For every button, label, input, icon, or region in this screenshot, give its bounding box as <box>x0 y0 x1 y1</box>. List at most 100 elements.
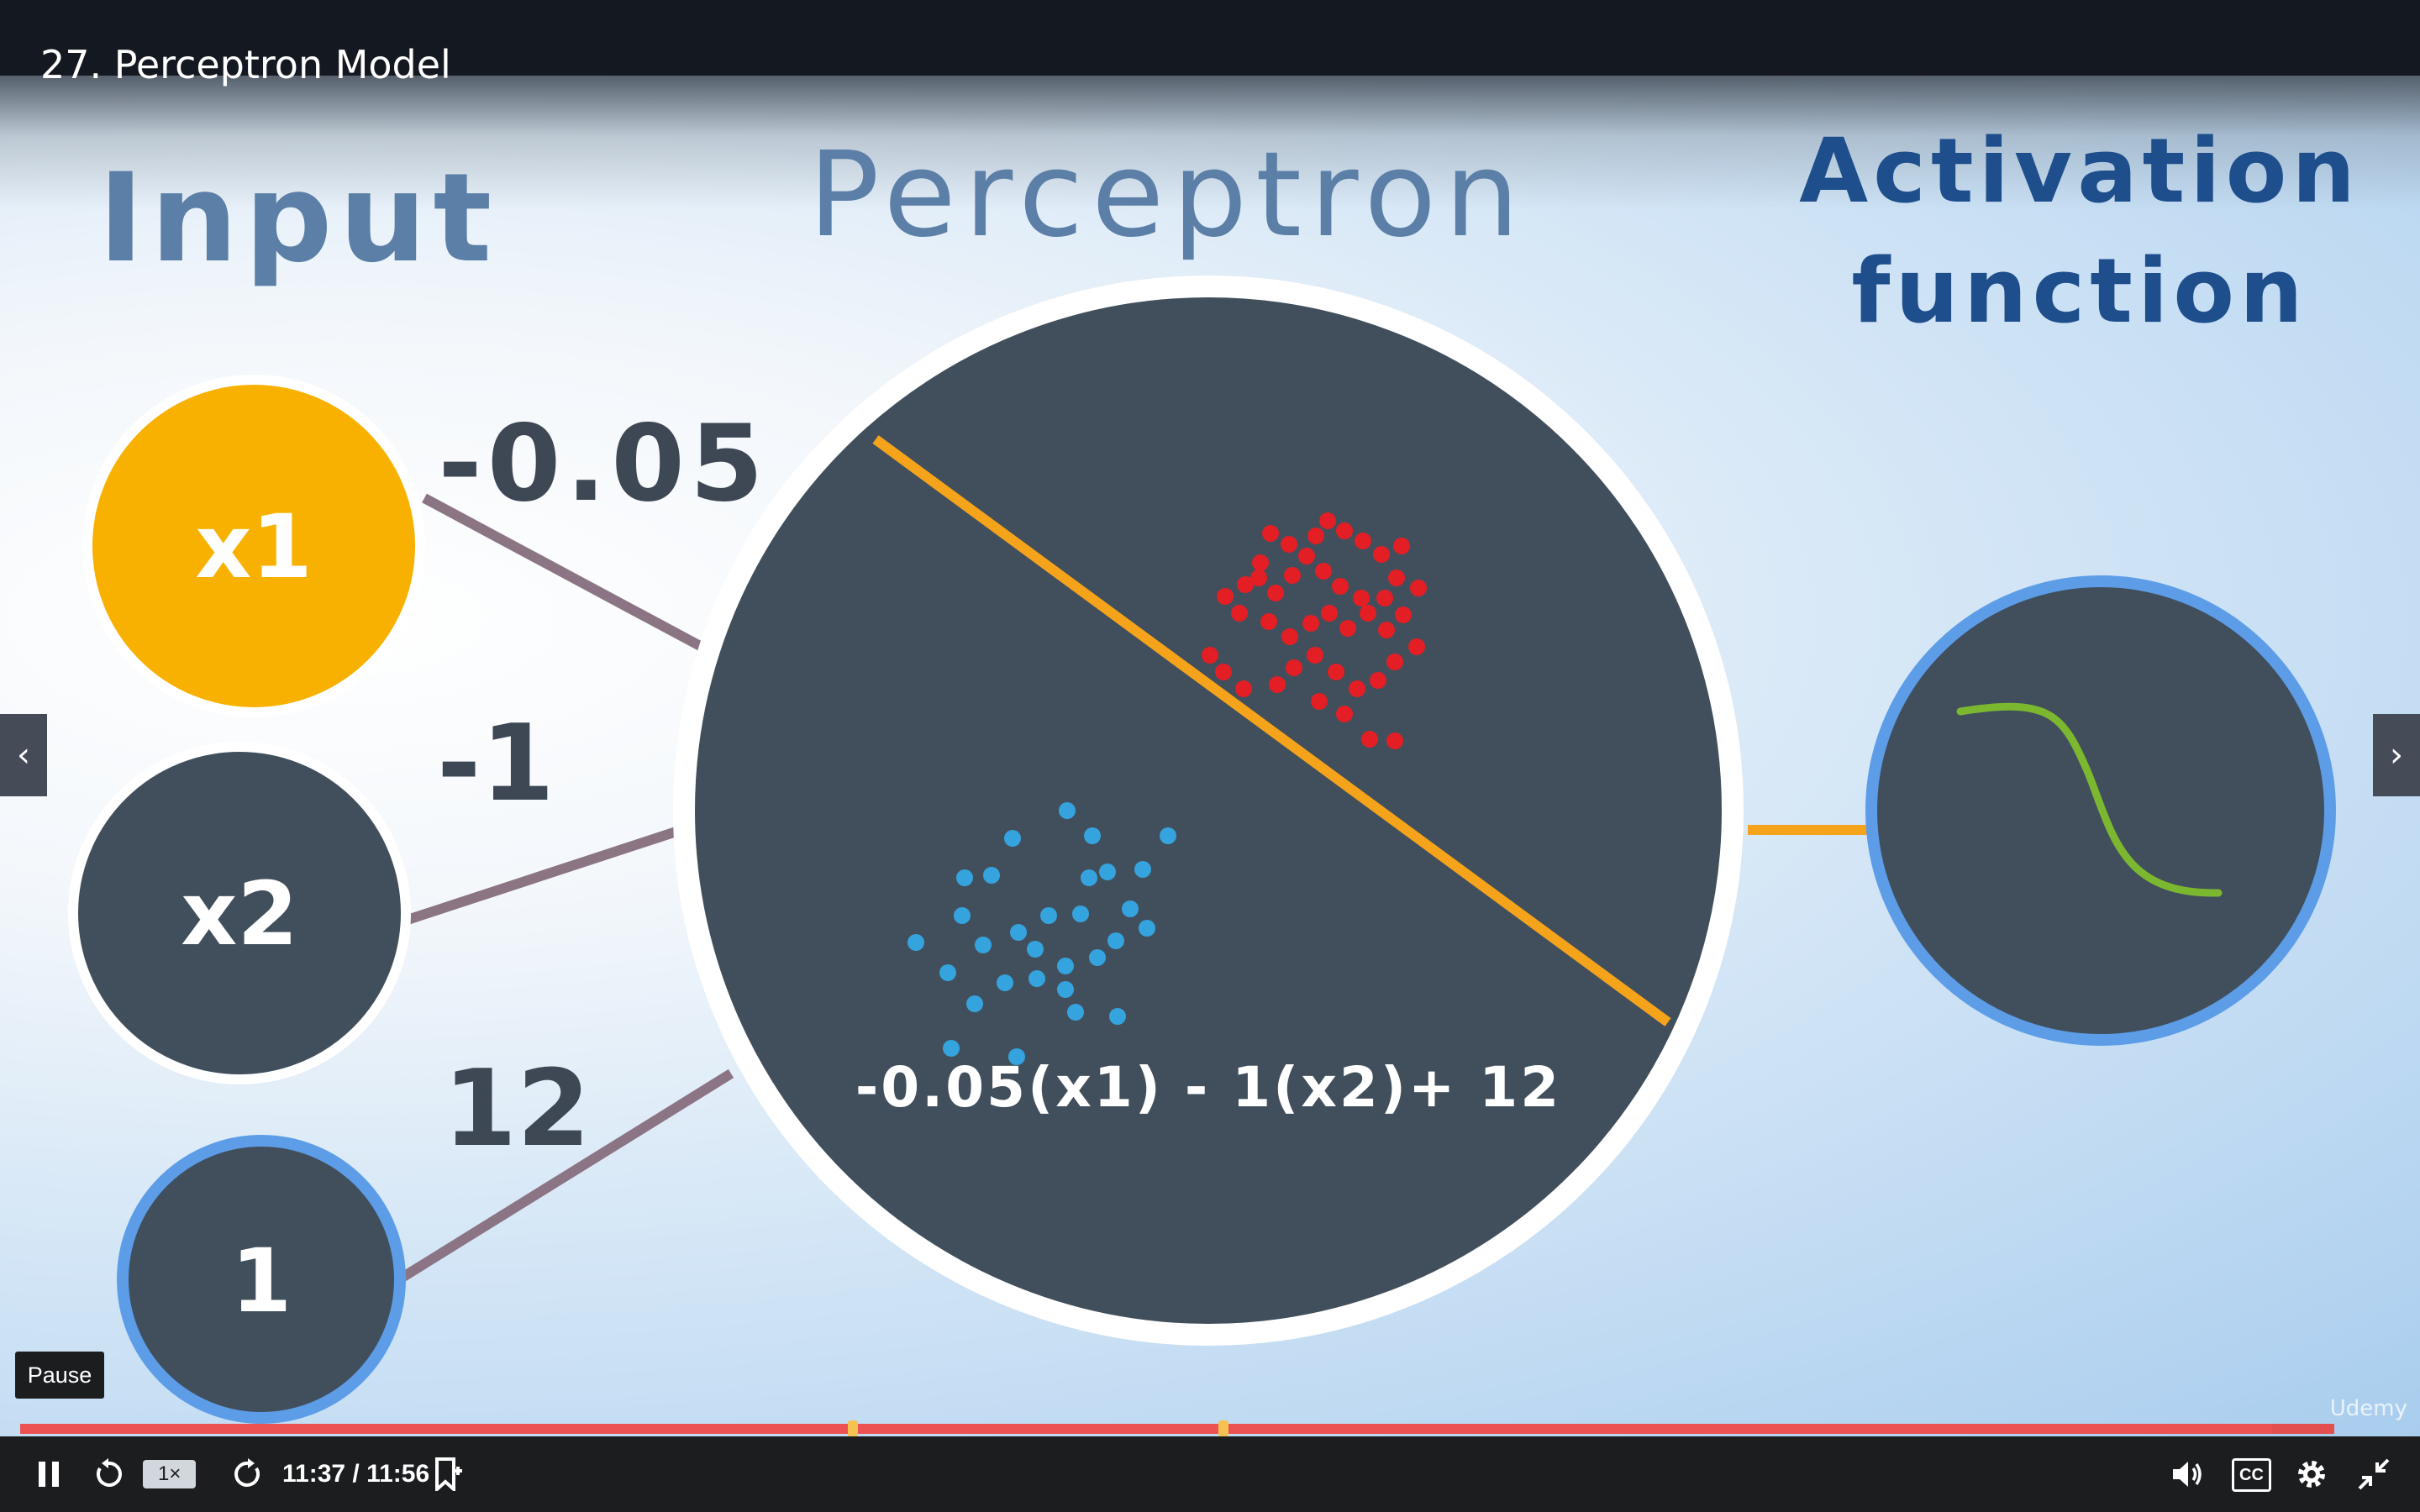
scatter-point <box>1040 907 1057 924</box>
scatter-point <box>1139 920 1155 937</box>
scatter-point <box>1202 647 1218 664</box>
exit-fullscreen-icon[interactable] <box>2354 1455 2393 1494</box>
input-node-x1-label: x1 <box>195 496 312 598</box>
scatter-point <box>1010 924 1027 941</box>
chapter-marker[interactable] <box>848 1420 859 1437</box>
volume-icon[interactable] <box>2168 1455 2207 1494</box>
scatter-point <box>1250 570 1267 586</box>
gear-icon[interactable] <box>2292 1455 2331 1494</box>
scatter-point <box>1355 533 1371 549</box>
scatter-point <box>1307 528 1324 544</box>
scatter-point <box>1393 538 1410 554</box>
scatter-point <box>1370 672 1386 689</box>
scatter-point <box>1410 580 1427 596</box>
scatter-point <box>1028 970 1045 987</box>
scatter-point <box>943 1040 960 1057</box>
scatter-point <box>1260 613 1277 630</box>
scatter-point <box>1298 548 1315 564</box>
scatter-point <box>1134 861 1151 878</box>
perceptron-slide: Input Perceptron Activation function -0.… <box>68 119 2407 1424</box>
chapter-marker[interactable] <box>1218 1420 1229 1437</box>
scatter-point <box>1302 615 1319 632</box>
scatter-point <box>1349 680 1365 697</box>
input-node-x2 <box>68 742 411 1084</box>
scatter-point <box>1378 622 1395 638</box>
scatter-point <box>1217 588 1234 605</box>
scatter-point <box>1084 827 1101 844</box>
scatter-point <box>1339 620 1356 637</box>
red-class-points <box>1202 512 1427 749</box>
lecture-title: 27. Perceptron Model <box>40 42 451 87</box>
weight-label-x2: -1 <box>437 701 555 825</box>
connection-line-x2 <box>406 822 691 925</box>
add-note-icon[interactable] <box>429 1455 467 1494</box>
scatter-point <box>1067 1004 1084 1021</box>
chevron-right-icon[interactable]: › <box>2373 714 2420 796</box>
chevron-left-icon[interactable]: ‹ <box>0 714 47 796</box>
player-controls: 1× 11:37 / 11:56 CC <box>0 1436 2420 1512</box>
closed-captions-icon[interactable]: CC <box>2232 1458 2271 1492</box>
scatter-point <box>1408 638 1425 655</box>
scatter-point <box>1281 628 1298 645</box>
scatter-point <box>1081 869 1097 886</box>
scatter-point <box>1319 512 1336 529</box>
pause-icon[interactable] <box>32 1455 66 1494</box>
scatter-point <box>983 867 1000 884</box>
forward-5-icon[interactable] <box>229 1455 267 1494</box>
scatter-point <box>956 869 973 886</box>
playback-speed-button[interactable]: 1× <box>143 1460 197 1488</box>
connection-line-bias <box>400 1068 734 1282</box>
heading-activation-line2: function <box>1851 239 2307 343</box>
scatter-point <box>975 937 992 953</box>
input-node-bias <box>117 1135 406 1424</box>
scatter-point <box>1089 949 1106 966</box>
scatter-point <box>1235 680 1252 697</box>
scatter-point <box>1395 606 1412 623</box>
rewind-5-icon[interactable] <box>89 1455 128 1494</box>
scatter-point <box>1353 590 1370 606</box>
scatter-point <box>1072 906 1089 922</box>
scatter-point <box>1252 554 1269 571</box>
perceptron-equation: -0.05(x1) - 1(x2)+ 12 <box>855 1055 1561 1120</box>
heading-perceptron: Perceptron <box>808 127 1528 264</box>
time-display: 11:37 / 11:56 <box>282 1460 430 1488</box>
scatter-point <box>1237 576 1254 593</box>
scatter-point <box>1360 605 1376 622</box>
scatter-point <box>1315 563 1332 580</box>
scatter-point <box>1122 900 1139 917</box>
weight-label-bias: 12 <box>443 1047 590 1170</box>
scatter-point <box>1336 706 1353 722</box>
title-bar <box>0 0 2420 76</box>
scatter-point <box>954 907 971 924</box>
scatter-point <box>1099 864 1116 880</box>
perceptron-circle <box>673 276 1744 1346</box>
pause-tooltip: Pause <box>15 1352 104 1399</box>
scatter-point <box>939 964 956 981</box>
blue-class-points <box>908 802 1176 1065</box>
scatter-point <box>1262 525 1279 542</box>
scatter-point <box>966 995 983 1012</box>
scatter-point <box>1107 932 1124 949</box>
heading-input: Input <box>98 147 499 290</box>
scatter-point <box>1321 605 1338 622</box>
scatter-point <box>1361 731 1378 748</box>
scatter-point <box>1286 659 1302 676</box>
scatter-point <box>1388 570 1405 586</box>
scatter-point <box>1004 830 1021 847</box>
udemy-watermark: Udemy <box>2330 1396 2407 1421</box>
scatter-point <box>1027 941 1044 958</box>
progress-bar[interactable] <box>20 1420 2334 1437</box>
scatter-point <box>908 934 924 951</box>
scatter-point <box>1215 664 1232 680</box>
heading-activation-line1: Activation <box>1799 119 2360 223</box>
scatter-point <box>1336 522 1353 539</box>
scatter-point <box>1231 605 1248 622</box>
scatter-point <box>1307 647 1323 664</box>
scatter-point <box>1328 664 1344 680</box>
scatter-point <box>1386 732 1403 749</box>
progress-fill <box>20 1424 2273 1434</box>
scatter-point <box>997 974 1013 991</box>
connection-line-x1 <box>422 493 704 652</box>
input-node-bias-label: 1 <box>231 1230 292 1332</box>
scatter-point <box>1008 1048 1025 1065</box>
